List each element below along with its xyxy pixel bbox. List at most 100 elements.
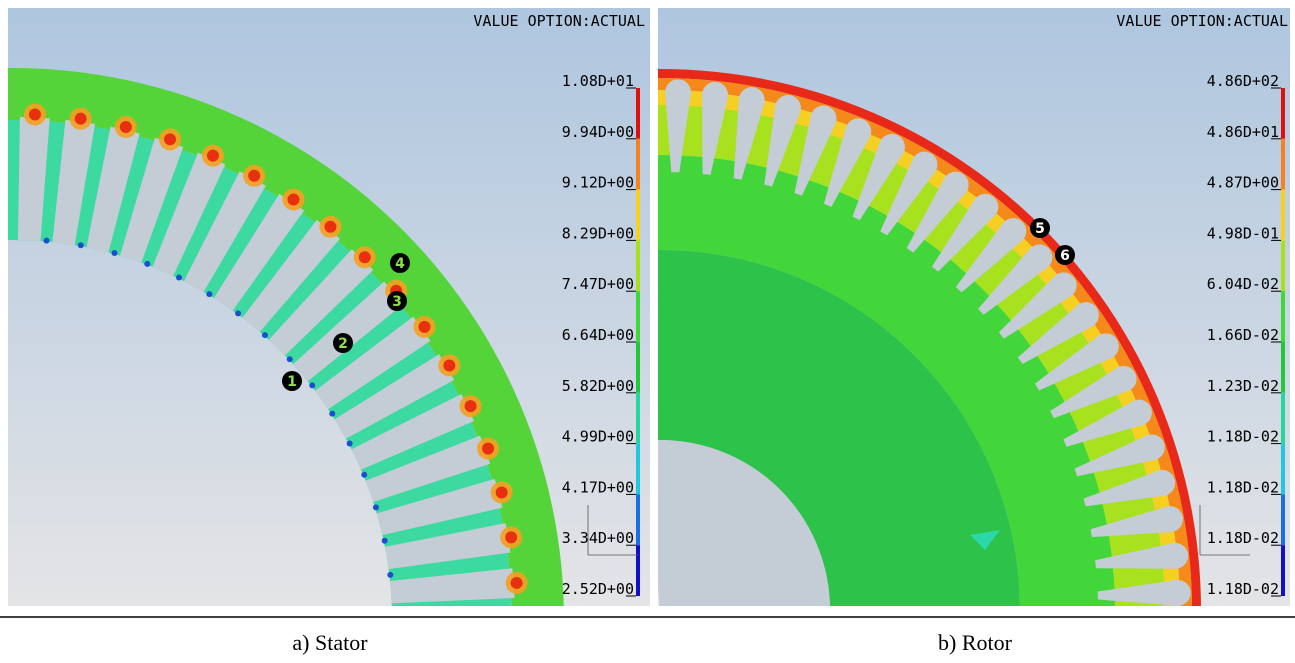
legend-label: 4.86D+02 — [1207, 72, 1279, 90]
rotor-slot — [764, 104, 801, 187]
rotor-slot-end — [1149, 469, 1176, 496]
legend-label: 4.99D+00 — [562, 428, 634, 446]
legend-label: 4.98D-01 — [1207, 224, 1279, 242]
color-bar-segment — [636, 443, 640, 495]
rotor-slot-end — [942, 171, 969, 198]
axis-triad — [587, 505, 638, 556]
legend-label: 4.17D+00 — [562, 478, 634, 496]
legend-label: 1.18D-02 — [1207, 529, 1279, 547]
slot — [183, 171, 266, 292]
tip — [309, 382, 316, 389]
rotor-slot — [1097, 579, 1179, 606]
rotor-slot — [1074, 435, 1156, 477]
legend-label: 4.86D+01 — [1207, 123, 1279, 141]
overlay: 1.08D+01 9.94D+00 9.12D+00 8.29D+00 7.47D+00… — [282, 72, 1285, 598]
color-bar-segment — [1281, 443, 1285, 495]
caption: b) Rotor — [938, 630, 1013, 655]
hot-spot — [119, 120, 132, 133]
rotor-slot — [794, 114, 836, 196]
color-bar-segment — [1281, 88, 1285, 139]
hot-spot — [28, 108, 41, 121]
color-bar-segment — [636, 342, 640, 393]
color-bar-segment — [636, 291, 640, 342]
slot — [213, 193, 305, 311]
triangle — [970, 530, 1000, 550]
hot-spot — [164, 133, 177, 146]
color-bar-segment — [636, 545, 640, 596]
tip — [389, 641, 395, 647]
tip — [206, 291, 213, 298]
rotor-slot — [1090, 506, 1173, 538]
tip — [387, 571, 394, 578]
legend-label: 1.23D-02 — [1207, 377, 1279, 395]
legend-label: 1.08D+01 — [562, 72, 634, 90]
rotor-slot-end — [810, 105, 837, 132]
tip — [372, 504, 379, 511]
marker-label: 2 — [338, 336, 348, 352]
rotor-slot-end — [1050, 272, 1077, 299]
color-bar-segment — [636, 494, 640, 546]
rotor-slot-end — [702, 81, 729, 108]
legend-label: 3.34D+00 — [562, 529, 634, 547]
marker — [1030, 218, 1050, 238]
color-bar-segment — [1281, 545, 1285, 596]
hot-spot — [512, 623, 524, 635]
slot — [351, 393, 474, 470]
legend-label: 8.29D+00 — [562, 224, 634, 242]
tip — [346, 440, 353, 447]
color-bar-segment — [636, 138, 640, 190]
legend-label: 4.87D+00 — [1207, 174, 1279, 192]
legend-label: 2.52D+00 — [562, 580, 634, 598]
legend-label: 9.94D+00 — [562, 123, 634, 141]
slot — [384, 523, 511, 570]
slot — [376, 478, 503, 536]
rotor-slot — [1095, 542, 1177, 569]
rotor-slot — [880, 157, 936, 236]
rotor-slot — [1063, 400, 1144, 447]
hot-spot — [464, 400, 477, 413]
rotor-slot — [1034, 335, 1113, 391]
tip — [261, 332, 268, 339]
hot-spot — [418, 320, 431, 333]
slot — [17, 117, 50, 242]
color-bar-segment — [636, 392, 640, 444]
rotor-slot-end — [1138, 434, 1165, 461]
legend-label: 6.64D+00 — [562, 326, 634, 344]
rotor-slot — [702, 93, 728, 175]
marker-label: 3 — [392, 294, 402, 310]
legend-label: 1.66D-02 — [1207, 326, 1279, 344]
tip — [77, 242, 84, 249]
marker — [282, 371, 302, 391]
rotor-slot-end — [1156, 506, 1183, 533]
hot-spot — [507, 618, 529, 640]
hot-spot — [510, 576, 523, 589]
legend-label: 1.18D-02 — [1207, 580, 1279, 598]
color-bar-segment — [1281, 291, 1285, 342]
hot-spot — [206, 149, 219, 162]
rotor-slot-end — [1110, 365, 1137, 392]
slot — [268, 249, 374, 356]
caption: a) Stator — [292, 630, 368, 655]
color-bar-segment — [1281, 494, 1285, 546]
rotor-slot — [1050, 367, 1130, 419]
marker-label: 6 — [1060, 248, 1070, 264]
color-bar-segment — [1281, 189, 1285, 241]
rotor-slot-end — [911, 151, 938, 178]
rotor-slot-end — [738, 87, 765, 114]
legend-label: 9.12D+00 — [562, 174, 634, 192]
tip — [286, 356, 293, 363]
tip — [111, 250, 118, 257]
rotor-slot-end — [774, 95, 801, 122]
legend-label: 6.04D-02 — [1207, 275, 1279, 293]
rotor-slot-end — [845, 118, 872, 145]
rotor-slot-end — [878, 133, 905, 160]
slot — [86, 126, 140, 253]
tip — [329, 410, 336, 417]
slot — [392, 614, 515, 644]
slot — [152, 152, 226, 276]
marker — [333, 333, 353, 353]
tip — [361, 471, 368, 478]
marker-label: 4 — [395, 256, 405, 272]
slot — [315, 316, 431, 410]
tip — [381, 537, 388, 544]
